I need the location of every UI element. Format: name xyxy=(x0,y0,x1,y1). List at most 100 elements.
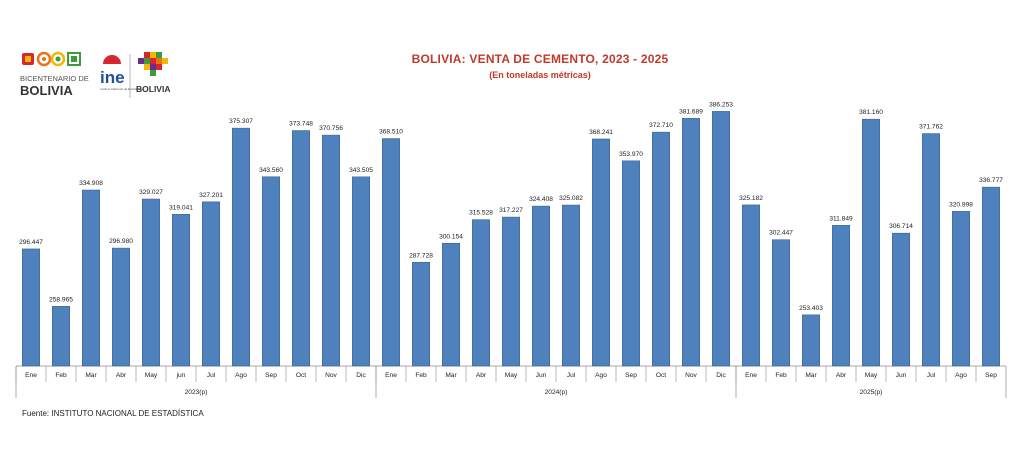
category-tick-label: Ago xyxy=(955,372,967,379)
category-tick-label: Abr xyxy=(116,372,127,379)
data-label: 375.307 xyxy=(229,118,253,125)
ine-subtext: Instituto Nacional de Estadística xyxy=(100,87,143,91)
data-label: 325.182 xyxy=(739,195,763,202)
logos-graphic: BICENTENARIO DE BOLIVIA ine Instituto Na… xyxy=(20,51,170,98)
bar xyxy=(951,211,970,367)
data-label: 370.756 xyxy=(319,125,343,132)
data-label: 320.998 xyxy=(949,201,973,208)
category-tick-label: Dic xyxy=(356,372,366,379)
bar xyxy=(381,138,400,367)
category-tick-label: May xyxy=(505,372,518,379)
bar xyxy=(112,247,131,367)
bar xyxy=(142,198,161,367)
bar xyxy=(21,248,40,367)
bar xyxy=(861,118,880,367)
data-label: 296.447 xyxy=(19,239,43,246)
bar xyxy=(261,176,280,367)
ine-logo: ine Instituto Nacional de Estadística xyxy=(100,55,143,91)
data-label: 373.748 xyxy=(289,121,313,128)
group-label: 2025(p) xyxy=(860,389,883,396)
bar xyxy=(771,239,790,367)
group-label: 2024(p) xyxy=(545,389,568,396)
category-tick-label: Mar xyxy=(85,372,97,379)
bar xyxy=(681,118,700,367)
bar xyxy=(561,204,580,367)
bar xyxy=(981,186,1000,367)
category-tick-label: Abr xyxy=(476,372,487,379)
data-label: 324.408 xyxy=(529,196,553,203)
data-label: 353.970 xyxy=(619,151,643,158)
category-tick-label: jun xyxy=(176,372,186,379)
data-label: 381.689 xyxy=(679,108,703,115)
bar xyxy=(321,134,340,367)
data-label: 371.762 xyxy=(919,124,943,131)
category-tick-label: Nov xyxy=(685,372,697,379)
category-tick-label: Jun xyxy=(536,372,547,379)
bar xyxy=(202,201,221,367)
data-label: 306.714 xyxy=(889,223,913,230)
data-label: 311.849 xyxy=(829,215,853,222)
bar xyxy=(921,133,940,367)
data-label: 302.447 xyxy=(769,230,793,237)
category-tick-label: Feb xyxy=(775,372,787,379)
bar xyxy=(711,111,730,367)
bar xyxy=(621,160,640,367)
data-label: 336.777 xyxy=(979,177,1003,184)
bar xyxy=(441,242,460,367)
category-tick-label: Feb xyxy=(415,372,427,379)
data-label: 368.510 xyxy=(379,129,403,136)
data-label: 296.980 xyxy=(109,238,133,245)
bar xyxy=(411,261,430,367)
data-label: 317.227 xyxy=(499,207,523,214)
bar xyxy=(501,216,520,367)
data-label: 327.201 xyxy=(199,192,223,199)
title-block: BOLIVIA: VENTA DE CEMENTO, 2023 - 2025 (… xyxy=(300,52,780,80)
estado-logo: BOLIVIA xyxy=(136,52,170,94)
data-label: 334.908 xyxy=(79,180,103,187)
category-tick-label: Jul xyxy=(927,372,936,379)
data-label: 287.728 xyxy=(409,252,433,259)
bar xyxy=(651,131,670,367)
bar xyxy=(172,214,191,367)
category-tick-label: Oct xyxy=(656,372,666,379)
data-label: 325.082 xyxy=(559,195,583,202)
bar xyxy=(591,138,610,367)
category-tick-label: Sep xyxy=(265,372,277,379)
category-tick-label: Feb xyxy=(55,372,67,379)
category-tick-label: Jul xyxy=(567,372,576,379)
logos-area: BICENTENARIO DE BOLIVIA ine Instituto Na… xyxy=(20,50,180,104)
category-tick-label: Nov xyxy=(325,372,337,379)
category-tick-label: Ene xyxy=(25,372,37,379)
bar xyxy=(891,232,910,367)
data-label: 381.160 xyxy=(859,109,883,116)
category-tick-label: Dic xyxy=(716,372,726,379)
data-label: 253.403 xyxy=(799,305,823,312)
bar xyxy=(291,130,310,367)
data-label: 343.505 xyxy=(349,167,373,174)
data-label: 319.041 xyxy=(169,204,193,211)
category-tick-label: Jun xyxy=(896,372,907,379)
bar xyxy=(51,306,70,367)
data-label: 386.253 xyxy=(709,101,733,108)
category-tick-label: Oct xyxy=(296,372,306,379)
estado-text: BOLIVIA xyxy=(136,84,170,94)
category-tick-label: Jul xyxy=(207,372,216,379)
category-tick-label: Ene xyxy=(385,372,397,379)
category-tick-label: Ago xyxy=(235,372,247,379)
bar xyxy=(471,219,490,367)
bar xyxy=(801,314,820,367)
category-tick-label: Ago xyxy=(595,372,607,379)
category-tick-label: May xyxy=(865,372,878,379)
chart-subtitle: (En toneladas métricas) xyxy=(489,70,591,80)
data-label: 300.154 xyxy=(439,233,463,240)
category-tick-label: Sep xyxy=(985,372,997,379)
category-tick-label: Ene xyxy=(745,372,757,379)
chart-title: BOLIVIA: VENTA DE CEMENTO, 2023 - 2025 xyxy=(411,52,669,66)
bicentenario-logo: BICENTENARIO DE BOLIVIA xyxy=(20,51,89,98)
bar xyxy=(82,189,101,367)
bar xyxy=(531,205,550,367)
bicentenario-text-2: BOLIVIA xyxy=(20,83,73,98)
data-label: 343.560 xyxy=(259,167,283,174)
bar xyxy=(351,176,370,367)
